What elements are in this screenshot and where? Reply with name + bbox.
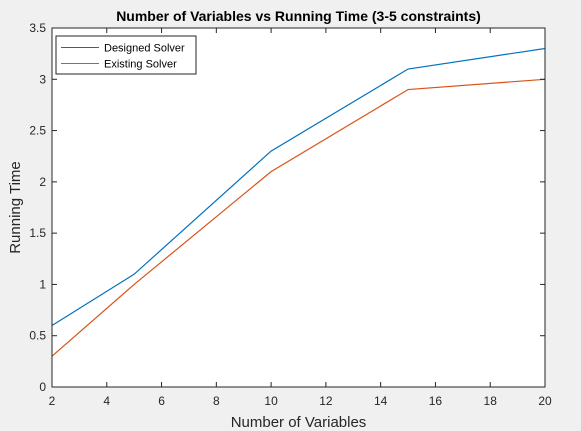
y-tick-label: 2 — [39, 175, 46, 189]
axes-box — [51, 27, 546, 388]
x-tick-label: 12 — [319, 394, 333, 408]
x-tick-label: 2 — [49, 394, 56, 408]
legend-label-existing-solver: Existing Solver — [104, 59, 177, 71]
x-tick-label: 8 — [213, 394, 220, 408]
y-tick-label: 3.5 — [29, 21, 46, 35]
x-tick-label: 18 — [484, 394, 498, 408]
x-tick-label: 6 — [158, 394, 165, 408]
y-tick-label: 0.5 — [29, 329, 46, 343]
y-tick-label: 1 — [39, 277, 46, 291]
y-tick-label: 2.5 — [29, 124, 46, 138]
legend-label-designed-solver: Designed Solver — [104, 43, 185, 55]
series-layer — [51, 47, 546, 357]
chart-title: Number of Variables vs Running Time (3-5… — [116, 8, 481, 24]
legend-box — [55, 35, 197, 75]
series-line-designed-solver — [51, 47, 546, 326]
plot-area — [52, 28, 545, 387]
x-tick-label: 14 — [374, 394, 388, 408]
x-axis-label: Number of Variables — [231, 414, 367, 431]
legend: Designed Solver Existing Solver — [55, 35, 197, 75]
y-axis-label: Running Time — [7, 161, 24, 254]
x-tick-label: 20 — [538, 394, 552, 408]
x-tick-label: 4 — [103, 394, 110, 408]
x-tick-label: 16 — [429, 394, 443, 408]
y-tick-label: 1.5 — [29, 226, 46, 240]
axes-layer: 2 4 6 8 10 12 14 16 18 20 0 0.5 1 1.5 2 2.5 3 3.5 — [29, 21, 552, 408]
y-tick-label: 0 — [39, 380, 46, 394]
series-line-existing-solver — [51, 78, 546, 357]
x-tick-label: 10 — [264, 394, 278, 408]
y-tick-label: 3 — [39, 72, 46, 86]
